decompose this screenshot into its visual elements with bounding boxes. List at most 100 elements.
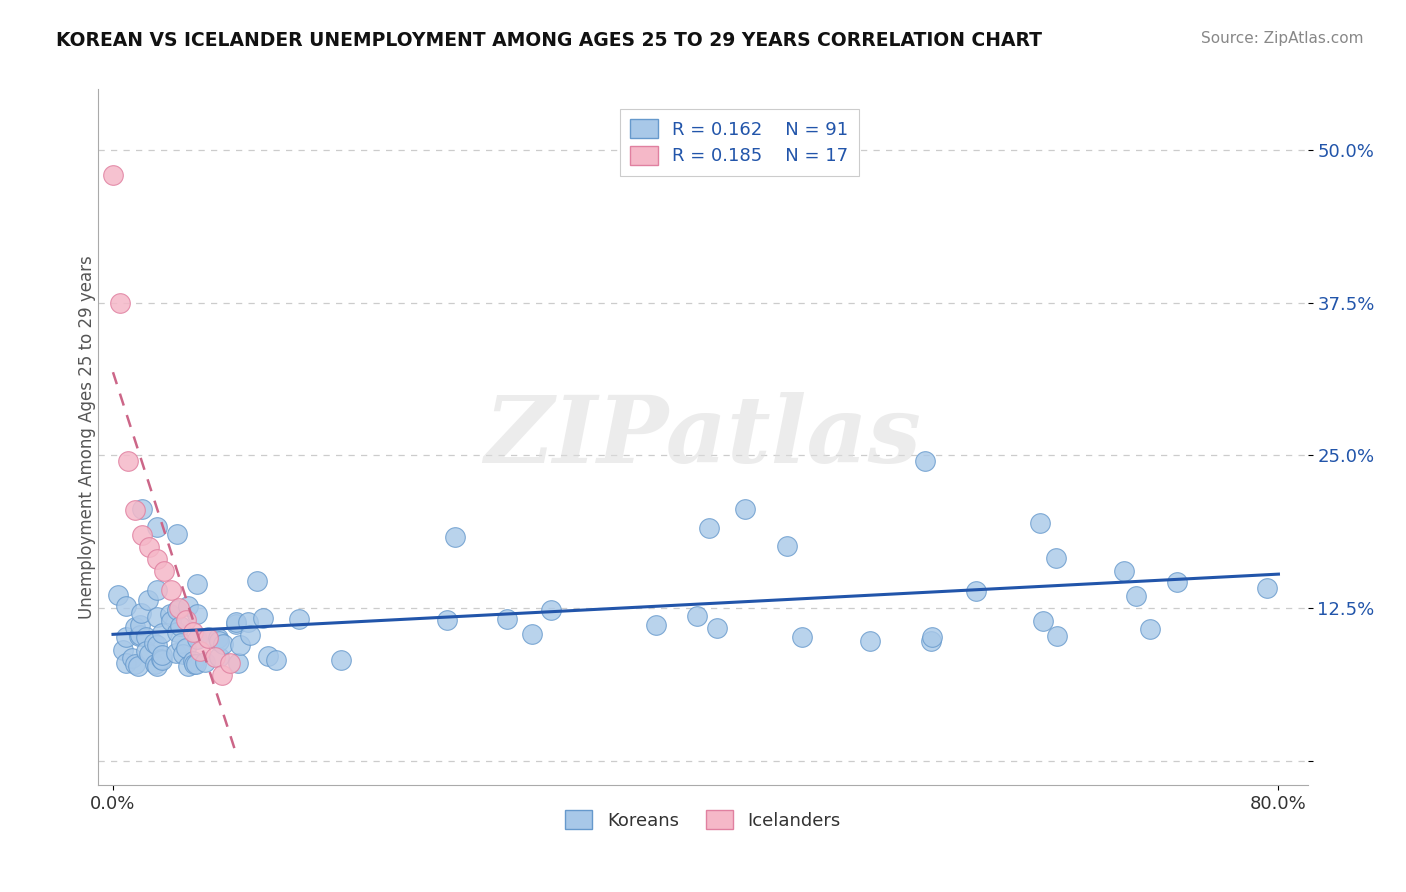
Point	[131, 502, 153, 516]
Point	[697, 521, 720, 535]
Point	[152, 626, 174, 640]
Point	[183, 654, 205, 668]
Point	[145, 552, 167, 566]
Point	[166, 527, 188, 541]
Point	[246, 574, 269, 589]
Point	[914, 454, 936, 468]
Point	[218, 656, 240, 670]
Point	[1032, 615, 1054, 629]
Point	[150, 652, 173, 666]
Point	[146, 609, 169, 624]
Point	[225, 617, 247, 632]
Point	[239, 627, 262, 641]
Point	[1256, 581, 1278, 595]
Point	[170, 636, 193, 650]
Point	[1029, 516, 1052, 530]
Y-axis label: Unemployment Among Ages 25 to 29 years: Unemployment Among Ages 25 to 29 years	[79, 255, 96, 619]
Point	[124, 503, 146, 517]
Point	[142, 636, 165, 650]
Point	[186, 576, 208, 591]
Point	[1112, 565, 1135, 579]
Point	[920, 633, 942, 648]
Point	[136, 593, 159, 607]
Point	[520, 627, 543, 641]
Point	[169, 619, 191, 633]
Point	[436, 613, 458, 627]
Text: Source: ZipAtlas.com: Source: ZipAtlas.com	[1201, 31, 1364, 46]
Text: ZIPatlas: ZIPatlas	[485, 392, 921, 482]
Point	[790, 630, 813, 644]
Point	[128, 629, 150, 643]
Point	[115, 630, 138, 644]
Point	[145, 659, 167, 673]
Point	[172, 648, 194, 662]
Point	[190, 643, 212, 657]
Point	[129, 628, 152, 642]
Point	[152, 648, 174, 662]
Point	[174, 613, 197, 627]
Point	[114, 656, 136, 670]
Text: KOREAN VS ICELANDER UNEMPLOYMENT AMONG AGES 25 TO 29 YEARS CORRELATION CHART: KOREAN VS ICELANDER UNEMPLOYMENT AMONG A…	[56, 31, 1042, 50]
Point	[256, 649, 278, 664]
Point	[776, 539, 799, 553]
Point	[165, 646, 187, 660]
Point	[921, 630, 943, 644]
Point	[211, 637, 233, 651]
Point	[107, 588, 129, 602]
Point	[329, 653, 352, 667]
Point	[166, 602, 188, 616]
Point	[208, 634, 231, 648]
Point	[1046, 629, 1069, 643]
Point	[124, 657, 146, 672]
Point	[186, 607, 208, 622]
Point	[444, 530, 467, 544]
Legend: Koreans, Icelanders: Koreans, Icelanders	[557, 801, 849, 838]
Point	[186, 632, 208, 646]
Point	[644, 617, 666, 632]
Point	[496, 612, 519, 626]
Point	[204, 649, 226, 664]
Point	[228, 656, 250, 670]
Point	[127, 659, 149, 673]
Point	[734, 502, 756, 516]
Point	[1045, 550, 1067, 565]
Point	[112, 642, 135, 657]
Point	[129, 617, 152, 632]
Point	[117, 454, 139, 468]
Point	[184, 657, 207, 672]
Point	[101, 168, 124, 182]
Point	[859, 633, 882, 648]
Point	[121, 651, 143, 665]
Point	[174, 640, 197, 655]
Point	[706, 621, 728, 635]
Point	[1166, 575, 1188, 590]
Point	[143, 657, 166, 672]
Point	[264, 653, 287, 667]
Point	[207, 631, 229, 645]
Point	[236, 615, 259, 630]
Point	[167, 601, 190, 615]
Point	[1125, 589, 1147, 603]
Point	[153, 565, 176, 579]
Point	[138, 648, 160, 662]
Point	[115, 599, 138, 613]
Point	[145, 520, 167, 534]
Point	[135, 630, 157, 644]
Point	[965, 584, 987, 599]
Point	[540, 603, 562, 617]
Point	[131, 527, 153, 541]
Point	[146, 638, 169, 652]
Point	[211, 668, 233, 682]
Point	[252, 611, 274, 625]
Point	[135, 644, 157, 658]
Point	[194, 655, 217, 669]
Point	[197, 632, 219, 646]
Point	[197, 630, 219, 644]
Point	[124, 619, 146, 633]
Point	[159, 607, 181, 621]
Point	[1139, 622, 1161, 636]
Point	[138, 540, 160, 554]
Point	[110, 295, 132, 310]
Point	[183, 657, 205, 672]
Point	[160, 614, 183, 628]
